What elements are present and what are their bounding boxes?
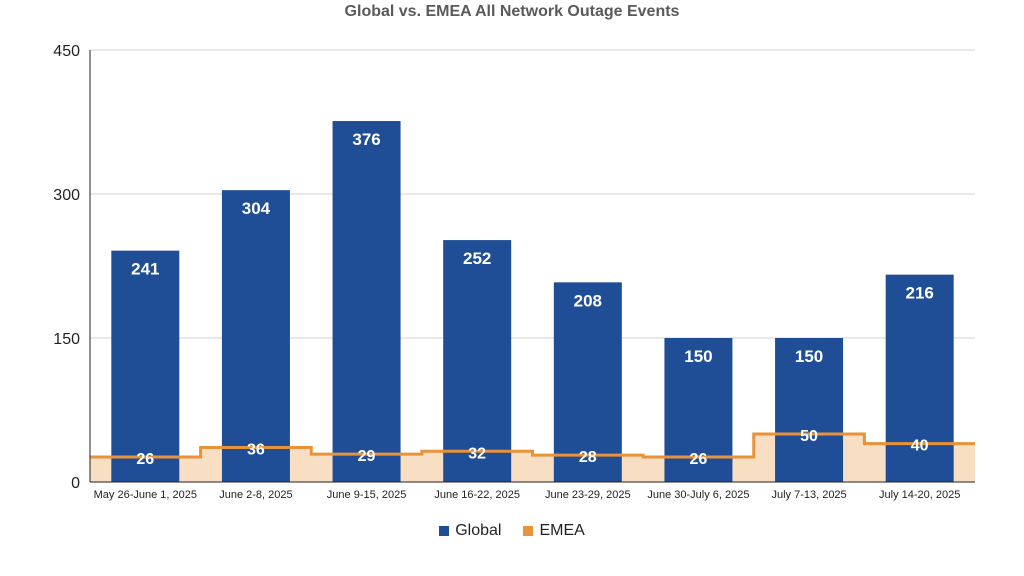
bar-global [443,240,512,482]
bar-global [553,282,622,482]
x-tick-label: July 14-20, 2025 [879,489,960,501]
x-tick-label: June 23-29, 2025 [545,489,631,501]
data-label-emea: 50 [800,428,818,445]
x-tick-label: June 30-July 6, 2025 [647,489,749,501]
data-label-global: 216 [906,284,934,303]
legend-item-emea: EMEA [523,522,585,540]
legend-label-emea: EMEA [539,522,585,539]
y-tick-label: 0 [71,475,80,492]
y-tick-label: 450 [53,43,80,60]
y-tick-label: 150 [53,331,80,348]
bar-global [332,121,401,482]
data-label-emea: 28 [579,449,597,466]
legend-item-global: Global [439,522,501,540]
x-tick-label: June 9-15, 2025 [327,489,407,501]
data-label-global: 304 [242,199,271,218]
x-tick-label: July 7-13, 2025 [771,489,846,501]
bar-global [221,190,290,482]
bar-global [885,274,954,482]
data-label-global: 376 [352,130,380,149]
data-label-emea: 32 [468,445,486,462]
data-label-global: 150 [684,347,712,366]
legend-label-global: Global [455,522,502,539]
bar-global [775,338,844,482]
legend: Global EMEA [0,522,1024,540]
bar-global [111,250,180,482]
data-label-global: 150 [795,347,823,366]
x-tick-label: June 2-8, 2025 [219,489,292,501]
y-tick-label: 300 [53,187,80,204]
legend-swatch-emea [523,526,534,536]
emea-line [90,432,975,459]
data-label-emea: 29 [358,448,376,465]
data-label-emea: 26 [136,451,154,468]
x-tick-label: May 26-June 1, 2025 [94,489,197,501]
data-label-global: 208 [574,291,602,310]
data-label-emea: 26 [690,451,708,468]
data-label-emea: 36 [247,441,265,458]
data-label-global: 252 [463,249,491,268]
chart-title: Global vs. EMEA All Network Outage Event… [344,3,680,20]
data-label-global: 241 [131,260,159,279]
x-tick-label: June 16-22, 2025 [434,489,520,501]
data-label-emea: 40 [911,438,929,455]
legend-swatch-global [439,526,450,536]
